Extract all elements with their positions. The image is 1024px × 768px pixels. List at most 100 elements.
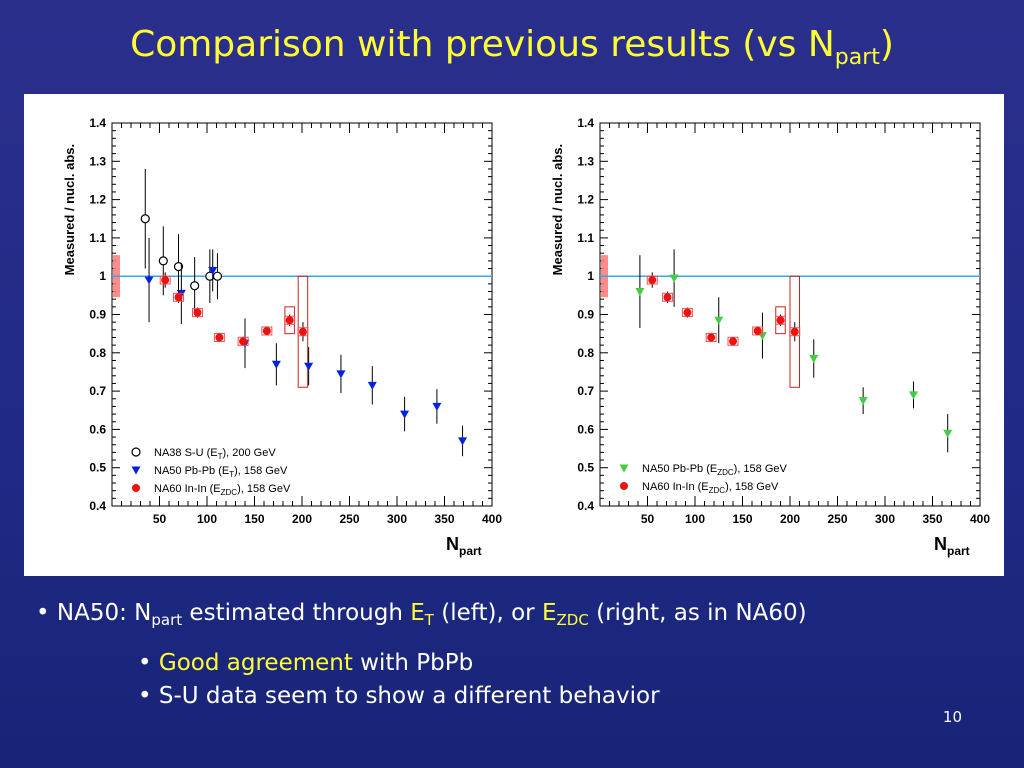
na50-data-point [714, 316, 724, 325]
na50-data-point [336, 370, 346, 379]
sub-bullet-text: with PbPb [352, 650, 474, 676]
y-tick-label: 0.6 [577, 422, 594, 436]
na38-data-point [140, 214, 150, 224]
na38-data-point [212, 271, 223, 281]
na60-data-point [285, 316, 294, 325]
na60-data-point [663, 293, 672, 302]
x-tick-label: 100 [685, 512, 705, 526]
bullet-et-sub: T [424, 611, 434, 629]
legend-entry-na50: NA50 Pb-Pb (ET), 158 GeV [154, 465, 288, 479]
bullet-line-1: • NA50: Npart estimated through ET (left… [36, 600, 807, 629]
x-tick-label: 150 [732, 512, 752, 526]
x-tick-label: 200 [780, 512, 800, 526]
x-tick-label: 50 [641, 512, 655, 526]
x-tick-label: 250 [339, 512, 359, 526]
x-tick-label: 400 [970, 512, 990, 526]
y-tick-label: 1.4 [89, 116, 106, 130]
x-tick-label: 200 [292, 512, 312, 526]
na50-data-point [635, 288, 645, 297]
y-tick-label: 0.5 [577, 461, 594, 475]
na38-data-point [158, 256, 168, 266]
page-number: 10 [942, 708, 962, 726]
legend-entry-na60: NA60 In-In (EZDC), 158 GeV [154, 483, 291, 497]
bullet-suffix: (right, as in NA60) [588, 600, 807, 626]
y-tick-label: 0.9 [577, 308, 594, 322]
y-axis-label: Measured / nucl. abs. [550, 144, 565, 276]
slide-title-sub: part [834, 45, 880, 70]
chart-right: 0.4 0.5 0.6 0.7 0.8 0.9 1 1.1 1.2 1.3 1.4 50 100 150 2… [550, 116, 990, 558]
na50-data-point [367, 381, 377, 390]
na60-data-point [790, 327, 799, 336]
y-tick-label: 0.8 [577, 346, 594, 360]
sub-bullet-marker: • [138, 650, 159, 676]
slide-title-main: Comparison with previous results (vs N [130, 24, 835, 65]
y-tick-label: 0.7 [89, 384, 106, 398]
bullet-et: E [410, 600, 425, 626]
y-tick-label: 0.9 [89, 308, 106, 322]
na50-data-point [432, 402, 442, 411]
slide-title-close: ) [879, 24, 894, 65]
x-tick-label: 50 [153, 512, 167, 526]
na50-data-point [909, 391, 918, 400]
na50-data-point [208, 266, 218, 275]
y-tick-label: 0.4 [577, 499, 594, 513]
y-tick-label: 1.2 [577, 193, 594, 207]
na50-data-point [858, 397, 868, 406]
chart-left: 0.4 0.5 0.6 0.7 0.8 0.9 1 1.1 1.2 1.3 1.4 50 100 150 2… [62, 116, 502, 558]
na60-data-point [193, 308, 202, 317]
bullet-mid: estimated through [182, 600, 411, 626]
x-tick-label: 400 [482, 512, 502, 526]
na50-data-point [458, 437, 468, 446]
na60-data-point [262, 326, 271, 335]
y-tick-label: 1.1 [577, 231, 594, 245]
y-tick-label: 1.1 [89, 231, 106, 245]
na60-data-point [161, 276, 170, 285]
legend-entry-na38: NA38 S-U (ET), 200 GeV [154, 447, 276, 461]
na50-data-point [271, 360, 281, 369]
na60-data-point [648, 276, 657, 285]
sub-bullet-marker: • [138, 683, 159, 709]
legend-marker-na50 [131, 466, 141, 475]
y-tick-label: 1.3 [89, 154, 106, 168]
legend-marker-na38 [131, 447, 141, 457]
legend-marker-na60 [132, 484, 140, 492]
x-tick-label: 250 [827, 512, 847, 526]
x-tick-label: 150 [244, 512, 264, 526]
x-tick-label: 100 [197, 512, 217, 526]
y-tick-label: 0.7 [577, 384, 594, 398]
na50-data-point [400, 410, 410, 419]
na60-data-point [729, 337, 737, 346]
x-tick-label: 350 [922, 512, 942, 526]
x-axis-label: Npart [446, 534, 482, 558]
na50-data-point [669, 274, 679, 283]
sub-bullet-su-data: • S-U data seem to show a different beha… [138, 683, 660, 716]
y-tick-label: 1.4 [577, 116, 594, 130]
y-tick-label: 1.3 [577, 154, 594, 168]
legend-marker-na60 [620, 482, 628, 490]
bullet-prefix-sub: part [151, 611, 183, 629]
na50-data-point [809, 355, 819, 364]
main-bullet: • NA50: Npart estimated through ET (left… [36, 600, 807, 641]
x-axis-label: Npart [934, 534, 970, 558]
bullet-ezdc-sub: ZDC [556, 611, 589, 629]
x-tick-label: 300 [875, 512, 895, 526]
na60-data-point [683, 308, 692, 317]
na60-data-point [174, 293, 183, 302]
y-axis-label: Measured / nucl. abs. [62, 144, 77, 276]
na60-data-point [239, 337, 248, 346]
bullet-mid2: (left), or [433, 600, 542, 626]
na50-data-point [144, 276, 154, 285]
bullet-prefix: • NA50: N [36, 600, 152, 626]
bullet-ezdc: E [541, 600, 557, 626]
legend-entry-na60: NA60 In-In (EZDC), 158 GeV [642, 481, 779, 495]
y-tick-label: 0.8 [89, 346, 106, 360]
y-tick-label: 1 [587, 269, 594, 283]
y-tick-label: 0.4 [89, 499, 106, 513]
figure-panel: 0.4 0.5 0.6 0.7 0.8 0.9 1 1.1 1.2 1.3 1.4 50 100 150 2… [24, 94, 1004, 576]
x-tick-label: 350 [434, 512, 454, 526]
na50-data-point [176, 289, 186, 298]
y-tick-label: 1 [99, 269, 106, 283]
na60-data-point [215, 333, 224, 342]
sub-bullets: • Good agreement with PbPb • S-U data se… [138, 650, 660, 716]
y-tick-label: 0.6 [89, 422, 106, 436]
